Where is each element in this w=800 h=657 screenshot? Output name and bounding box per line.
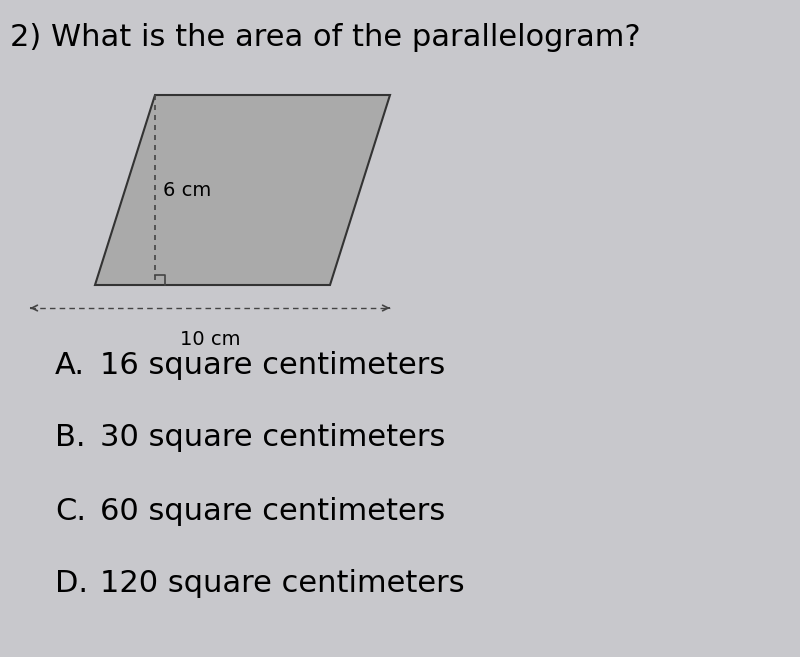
Polygon shape [95,95,390,285]
Text: D.: D. [55,570,88,599]
Text: 10 cm: 10 cm [180,330,240,349]
Text: 60 square centimeters: 60 square centimeters [100,497,446,526]
Text: 16 square centimeters: 16 square centimeters [100,350,446,380]
Text: C.: C. [55,497,86,526]
Text: 6 cm: 6 cm [163,181,211,200]
Text: 2) What is the area of the parallelogram?: 2) What is the area of the parallelogram… [10,24,641,53]
Text: 120 square centimeters: 120 square centimeters [100,570,465,599]
Text: A.: A. [55,350,85,380]
Text: B.: B. [55,424,86,453]
Text: 30 square centimeters: 30 square centimeters [100,424,446,453]
